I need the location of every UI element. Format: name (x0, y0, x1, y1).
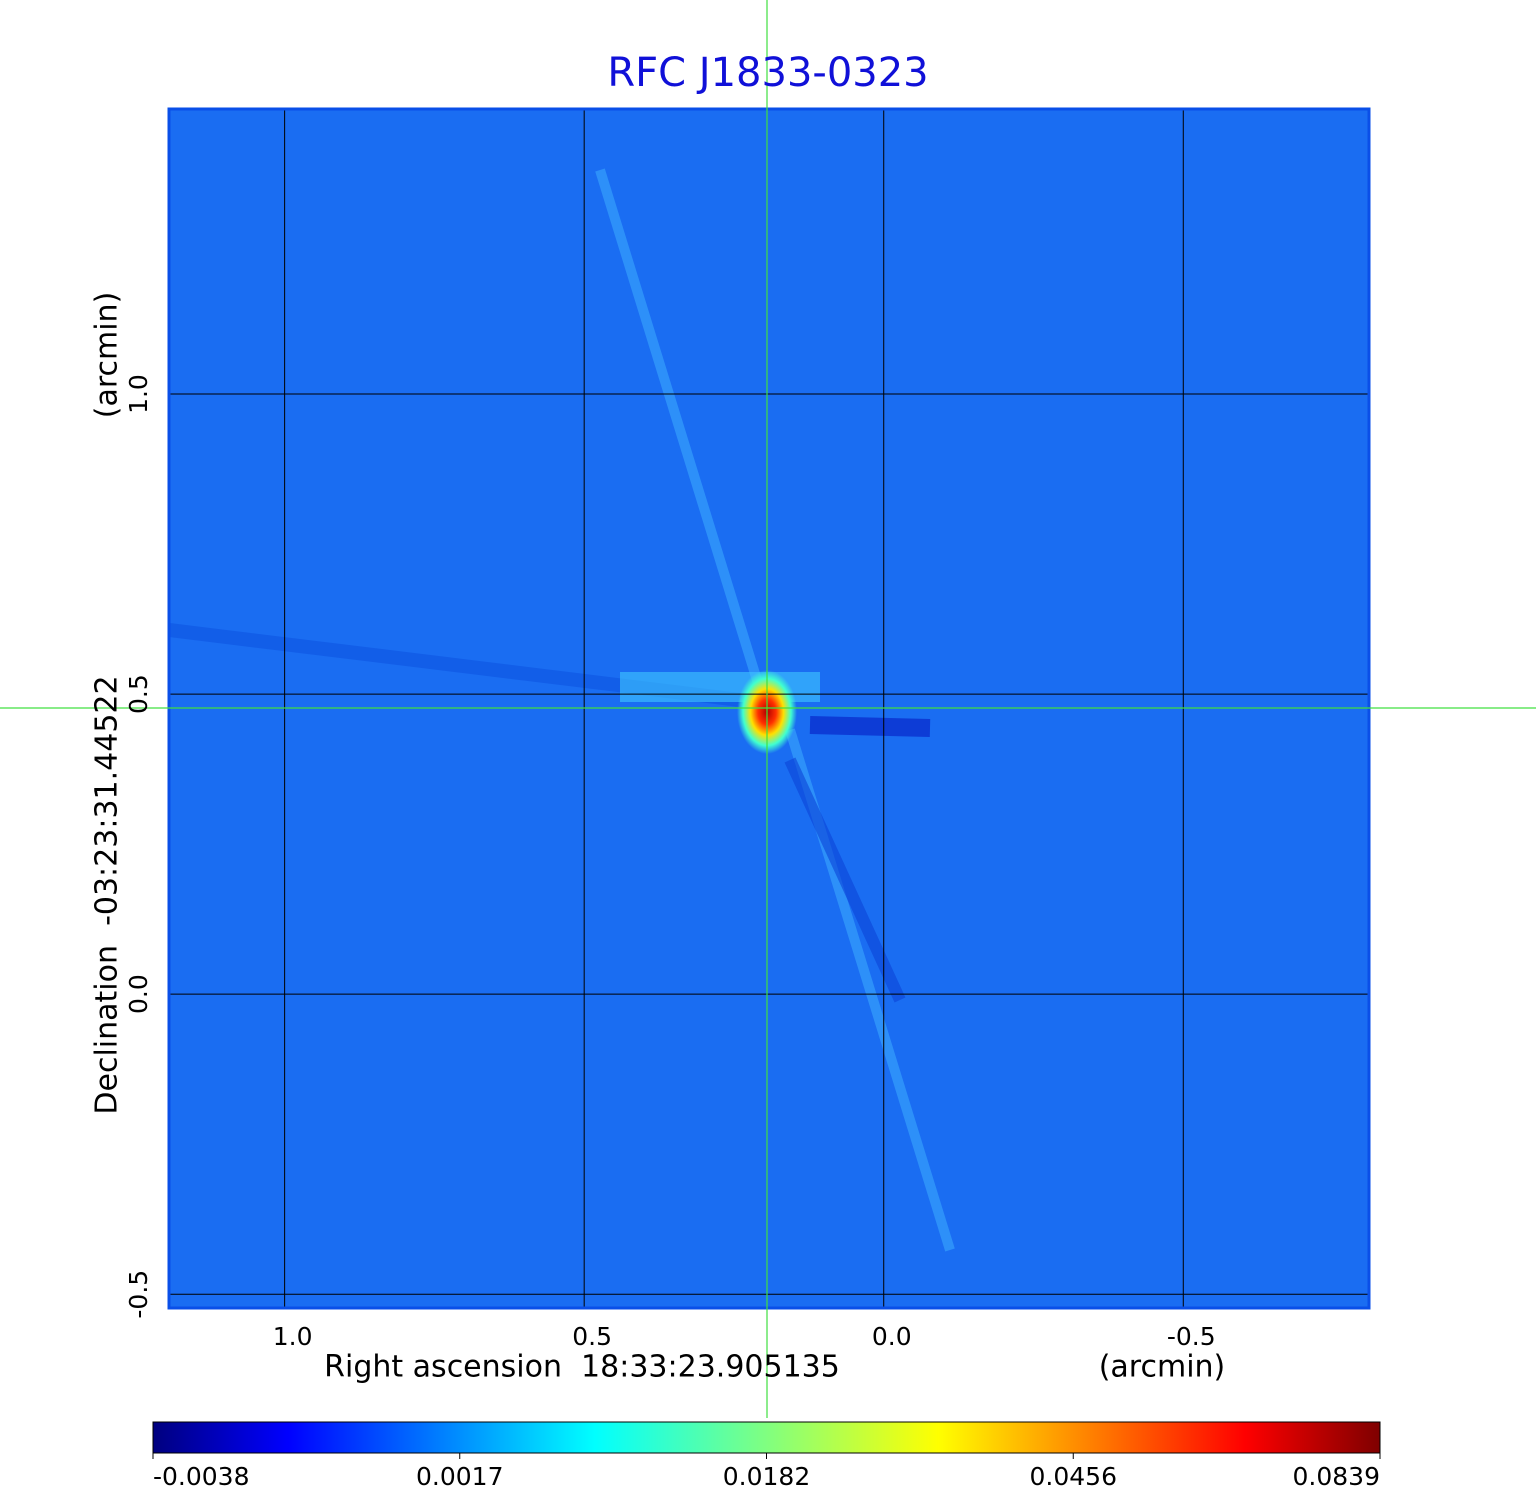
y-tick-label: 0.5 (124, 674, 153, 714)
y-tick-label: -0.5 (124, 1270, 153, 1319)
colorbar-tick-label: -0.0038 (153, 1462, 250, 1491)
y-axis-unit: (arcmin) (90, 292, 125, 419)
x-tick-label: 0.0 (872, 1322, 912, 1351)
x-axis-unit: (arcmin) (1099, 1350, 1226, 1385)
x-axis-label: Right ascension 18:33:23.905135 (324, 1350, 840, 1385)
y-axis-label: Declination -03:23:31.44522 (90, 675, 125, 1114)
colorbar-tick-label: 0.0017 (416, 1462, 503, 1491)
colorbar-tick-label: 0.0839 (1293, 1462, 1380, 1491)
x-tick-label: 0.5 (572, 1322, 612, 1351)
chart-title: RFC J1833-0323 (607, 50, 928, 96)
colorbar-tick-label: 0.0456 (1030, 1462, 1117, 1491)
y-tick-label: 1.0 (124, 374, 153, 414)
y-tick-label: 0.0 (124, 974, 153, 1014)
colorbar (152, 1421, 1381, 1454)
x-tick-label: -0.5 (1167, 1322, 1216, 1351)
colorbar-tick-label: 0.0182 (723, 1462, 810, 1491)
x-tick-label: 1.0 (273, 1322, 313, 1351)
